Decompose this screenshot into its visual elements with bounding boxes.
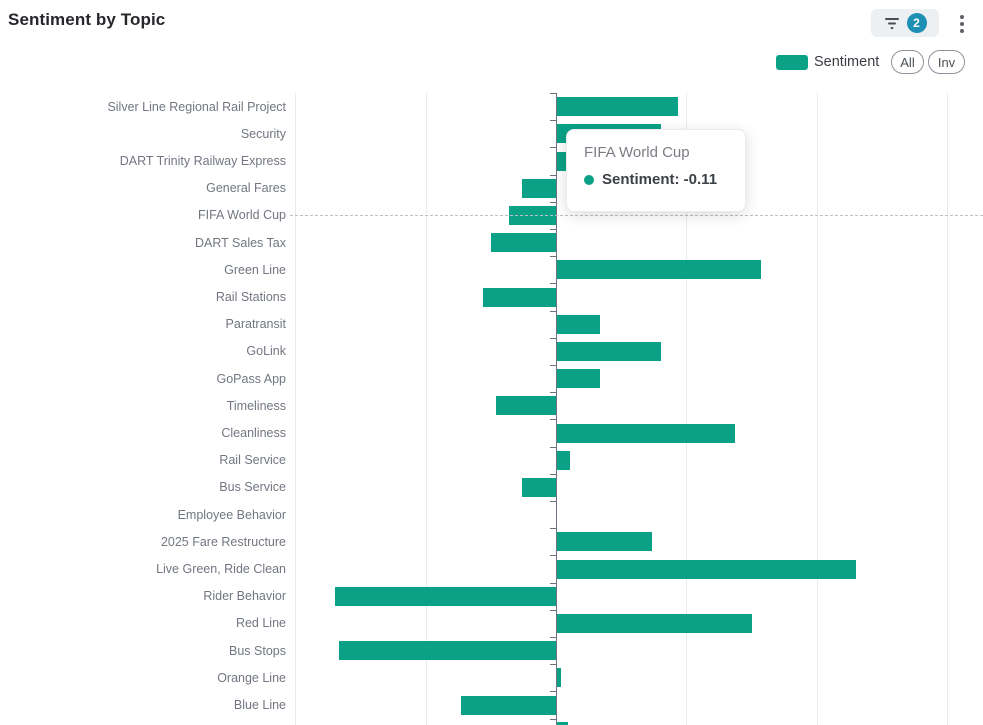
legend-all-button[interactable]: All [891, 50, 924, 74]
gridline [816, 93, 818, 725]
axis-tick [549, 229, 557, 230]
category-label: Paratransit [225, 317, 286, 332]
category-label: DART Trinity Railway Express [119, 154, 286, 168]
axis-tick [549, 256, 557, 258]
bar-gopass-app[interactable] [556, 369, 600, 389]
y-axis-line [556, 93, 557, 725]
bar-silver-line-regional-rail-project[interactable] [556, 97, 679, 117]
axis-tick [549, 637, 557, 638]
axis-tick [549, 365, 557, 366]
category-label: 2025 Fare Restructure [160, 534, 286, 549]
filter-icon [884, 17, 900, 30]
bar-timeliness[interactable] [495, 396, 557, 416]
category-label: FIFA World Cup [198, 208, 286, 223]
tooltip-series-dot [584, 174, 594, 185]
category-label: Orange Line [217, 670, 286, 685]
bar-orange-line[interactable] [556, 668, 561, 688]
bar-rider-behavior[interactable] [334, 586, 557, 606]
bar-general-fares[interactable] [521, 178, 557, 198]
bar-golink[interactable] [556, 341, 661, 361]
bar-2025-fare-restructure[interactable] [556, 532, 653, 552]
axis-tick [549, 93, 557, 94]
gridline [425, 93, 427, 725]
gridline [295, 93, 297, 725]
category-label: Security [240, 126, 286, 141]
category-label: Live Green, Ride Clean [156, 562, 286, 576]
tooltip: FIFA World Cup Sentiment: -0.11 [566, 129, 746, 212]
gridline [947, 93, 949, 725]
kebab-dot [960, 28, 964, 33]
axis-tick [549, 337, 557, 339]
bar-rail-service[interactable] [556, 450, 570, 470]
category-label: Employee Behavior [177, 507, 286, 522]
axis-tick [549, 174, 557, 176]
category-label: GoLink [246, 344, 286, 359]
category-label: Cleanliness [221, 426, 286, 440]
category-label: Blue Line [233, 698, 286, 712]
axis-tick [549, 691, 557, 693]
legend-inv-button[interactable]: Inv [928, 50, 965, 74]
bar-bus-service[interactable] [521, 477, 557, 497]
axis-tick [549, 446, 557, 448]
filter-button[interactable]: 2 [871, 9, 939, 37]
tooltip-value: Sentiment: -0.11 [602, 171, 718, 188]
kebab-dot [960, 21, 964, 26]
axis-tick [549, 664, 557, 666]
bar-dart-sales-tax[interactable] [491, 233, 557, 253]
category-label: Rail Stations [215, 290, 286, 304]
bar-live-green-ride-clean[interactable] [556, 559, 857, 579]
category-label: DART Sales Tax [194, 235, 286, 250]
axis-tick [549, 501, 557, 502]
partial-bar-cutoff[interactable] [557, 722, 568, 725]
axis-tick [549, 201, 557, 203]
axis-tick [549, 283, 557, 285]
axis-tick [549, 555, 557, 557]
bar-green-line[interactable] [556, 260, 761, 280]
kebab-dot [960, 14, 964, 19]
category-label: Rail Service [219, 453, 286, 468]
axis-tick [549, 419, 557, 421]
crosshair-line [290, 214, 983, 216]
category-label: GoPass App [216, 371, 287, 386]
category-label: General Fares [206, 181, 286, 196]
axis-tick [549, 609, 557, 611]
axis-tick [549, 147, 557, 149]
bar-rail-stations[interactable] [482, 287, 557, 307]
bar-cleanliness[interactable] [556, 423, 735, 443]
axis-tick [549, 582, 557, 584]
category-label: Red Line [235, 616, 286, 631]
kebab-menu-button[interactable] [954, 11, 970, 36]
page-title: Sentiment by Topic [8, 10, 166, 29]
axis-tick [549, 473, 557, 475]
axis-tick [549, 718, 557, 720]
category-label: Bus Service [219, 480, 286, 495]
legend-swatch[interactable] [776, 55, 808, 70]
axis-tick [549, 528, 557, 530]
axis-tick [549, 310, 557, 312]
filter-count-badge: 2 [906, 13, 927, 33]
tooltip-title: FIFA World Cup [584, 144, 690, 161]
category-label: Silver Line Regional Rail Project [107, 99, 286, 114]
axis-tick [549, 392, 557, 394]
category-label: Bus Stops [229, 643, 286, 658]
bar-red-line[interactable] [556, 613, 753, 633]
axis-tick [549, 120, 557, 122]
bar-bus-stops[interactable] [339, 641, 557, 661]
category-label: Timeliness [226, 398, 286, 413]
category-label: Rider Behavior [203, 589, 286, 604]
category-label: Green Line [224, 262, 286, 277]
bar-blue-line[interactable] [460, 695, 557, 715]
gridline [686, 93, 688, 725]
bar-paratransit[interactable] [556, 314, 600, 334]
legend-series-label[interactable]: Sentiment [814, 54, 880, 70]
